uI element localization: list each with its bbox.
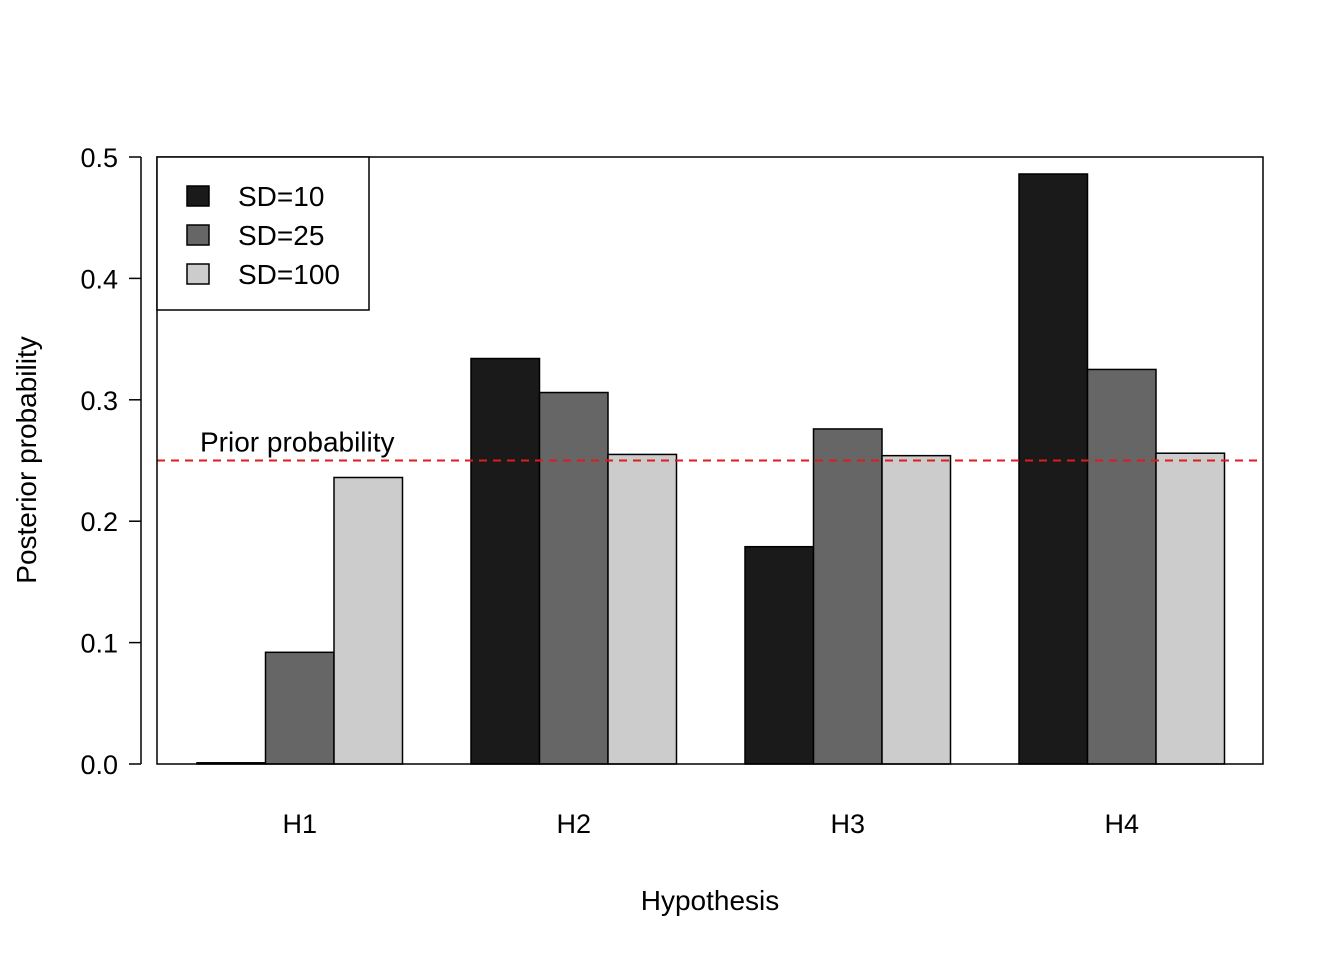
- y-tick-label: 0.1: [80, 629, 118, 659]
- bar-h2-series-1: [470, 357, 541, 765]
- legend-swatch: [186, 224, 210, 246]
- bar-h3-series-2: [812, 428, 883, 765]
- x-axis-title: Hypothesis: [641, 885, 780, 916]
- bars-layer: [196, 173, 1226, 765]
- y-axis: 0.0 0.1 0.2 0.3 0.4 0.5: [80, 143, 142, 780]
- legend-swatch: [186, 263, 210, 285]
- y-tick-label: 0.4: [80, 264, 118, 294]
- x-tick-label: H4: [1104, 809, 1139, 839]
- bar-h1-series-3: [333, 476, 404, 765]
- y-tick-label: 0.2: [80, 507, 118, 537]
- x-tick-label: H3: [830, 809, 865, 839]
- legend: SD=10 SD=25 SD=100: [156, 156, 370, 311]
- bar-h2-series-3: [607, 453, 678, 765]
- bar-h1-series-2: [264, 651, 335, 765]
- x-tick-label: H1: [282, 809, 317, 839]
- bar-h4-series-3: [1155, 452, 1226, 765]
- bar-h3-series-3: [881, 454, 952, 765]
- y-tick-label: 0.3: [80, 386, 118, 416]
- x-axis: H1 H2 H3 H4: [282, 809, 1139, 839]
- y-tick-label: 0.0: [80, 750, 118, 780]
- bar-h3-series-1: [744, 545, 815, 765]
- plot-frame: [156, 156, 1264, 765]
- bar-h2-series-2: [538, 391, 609, 765]
- legend-label: SD=25: [238, 220, 324, 251]
- bar-h4-series-1: [1018, 173, 1089, 765]
- legend-label: SD=10: [238, 181, 324, 212]
- legend-swatch: [186, 185, 210, 207]
- prior-probability-label: Prior probability: [200, 427, 395, 458]
- y-tick-label: 0.5: [80, 143, 118, 173]
- y-axis-title: Posterior probability: [11, 336, 42, 583]
- legend-label: SD=100: [238, 259, 340, 290]
- x-tick-label: H2: [556, 809, 591, 839]
- bar-h4-series-2: [1086, 368, 1157, 765]
